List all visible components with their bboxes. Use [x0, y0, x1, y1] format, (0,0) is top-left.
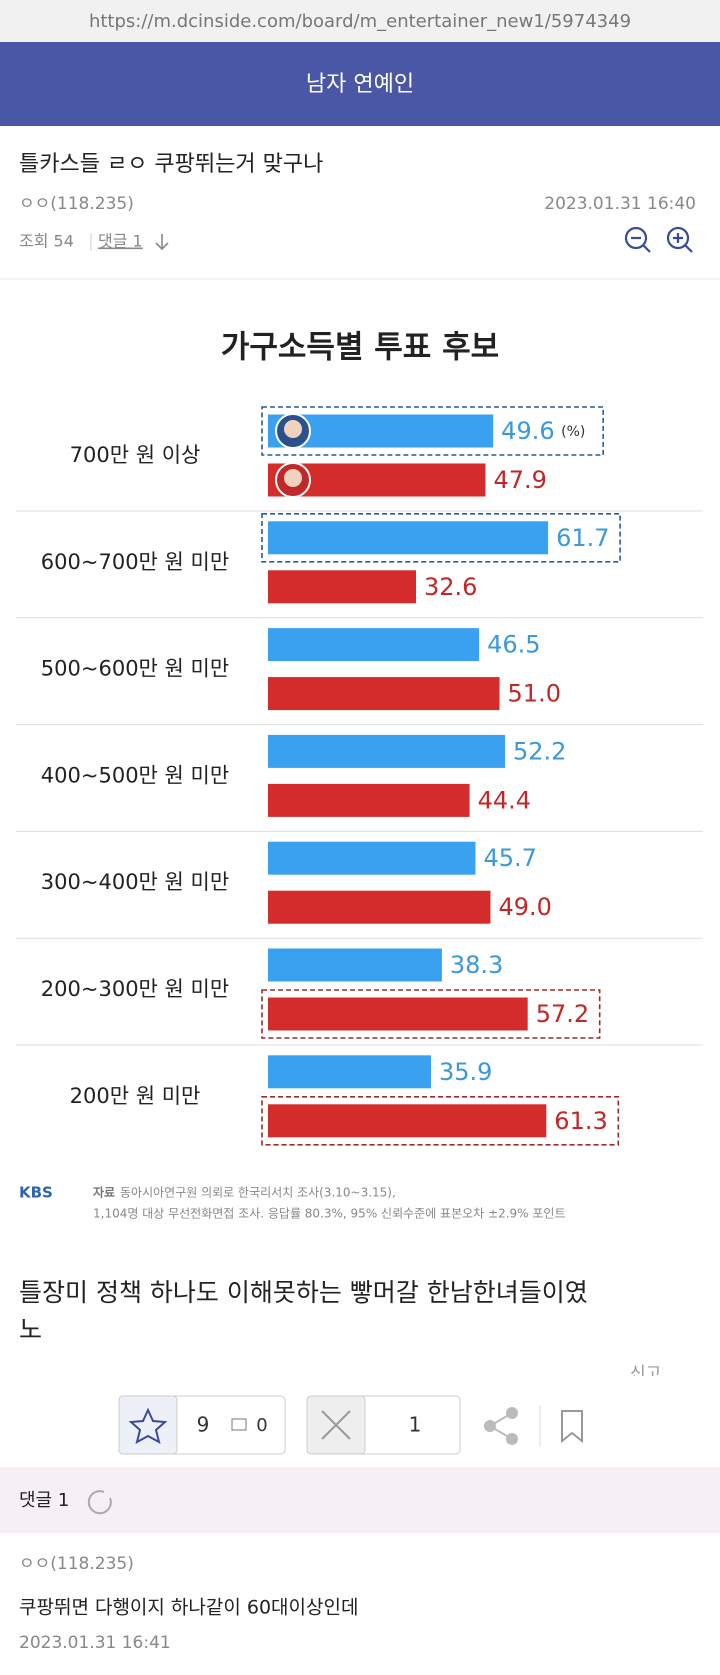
bar	[268, 1055, 431, 1089]
share-button[interactable]	[484, 1407, 518, 1445]
highlight-box	[261, 1096, 620, 1146]
comment-header-bar	[0, 1467, 720, 1533]
board-title[interactable]: 남자 연예인	[306, 72, 414, 97]
value-label: 57.2	[536, 1000, 589, 1028]
refresh-button[interactable]	[87, 1490, 112, 1515]
value-label: 61.7	[556, 524, 609, 552]
body-text: 틀장미 정책 하나도 이해못하는 빻머갈 한남한녀들이였	[19, 1278, 588, 1307]
date: 2023.01.31 16:40	[544, 194, 696, 214]
arrow-icon	[155, 234, 169, 251]
value-label: 45.7	[483, 844, 536, 872]
star-icon	[128, 1407, 168, 1444]
value-label: 44.4	[478, 786, 531, 814]
bar	[268, 734, 505, 768]
value-label: 47.9	[493, 466, 546, 494]
views: 조회 54	[19, 232, 74, 251]
header-bar	[0, 42, 720, 126]
highlight-box	[261, 512, 621, 563]
comment-text: 쿠팡뛰면 다행이지 하나같이 60대이상인데	[19, 1597, 358, 1619]
bar	[268, 1104, 547, 1138]
category-label: 200~300만 원 미만	[41, 977, 229, 1001]
unit-label: (%)	[561, 424, 585, 440]
bar	[268, 841, 476, 875]
bar	[268, 628, 480, 662]
report[interactable]: 신고	[630, 1364, 661, 1384]
category-label: 300~400만 원 미만	[41, 870, 229, 894]
fixed-count: 0	[256, 1415, 267, 1436]
post-title: 틀카스들 ㄹㅇ 쿠팡뛰는거 맞구나	[19, 152, 323, 177]
comment-author: ㅇㅇ(118.235)	[19, 1554, 134, 1574]
value-label: 51.0	[508, 680, 561, 708]
chart-title: 가구소득별 투표 후보	[221, 330, 499, 366]
value-label: 35.9	[439, 1058, 492, 1086]
recommend-count: 9	[197, 1413, 210, 1437]
value-label: 32.6	[424, 573, 477, 601]
value-label: 38.3	[450, 951, 503, 979]
zoom-in[interactable]	[666, 226, 693, 253]
category-label: 600~700만 원 미만	[41, 550, 229, 574]
value-label: 61.3	[554, 1107, 607, 1135]
bar	[268, 783, 470, 817]
downvote-count: 1	[409, 1413, 422, 1437]
category-label: 500~600만 원 미만	[41, 657, 229, 681]
bar	[268, 948, 442, 982]
logo: KBS	[19, 1184, 53, 1202]
chart: 가구소득별 투표 후보 700만 원 이상 49.6 (%) 47.9 600~700만…	[16, 330, 703, 1146]
bar	[268, 890, 491, 924]
comment-date: 2023.01.31 16:41	[19, 1633, 171, 1653]
comments-link[interactable]: 댓글 1	[98, 232, 143, 251]
bar	[268, 521, 549, 555]
bar	[268, 677, 500, 711]
author[interactable]: ㅇㅇ(118.235)	[19, 194, 134, 214]
bar	[268, 570, 417, 604]
source-line: 1,104명 대상 무선전화면접 조사. 응답률 80.3%, 95% 신뢰수준…	[93, 1207, 566, 1221]
category-label: 400~500만 원 미만	[41, 763, 229, 787]
report-clip: 신고	[630, 1364, 661, 1384]
category-label: 700만 원 이상	[70, 443, 201, 467]
value-label: 46.5	[487, 631, 540, 659]
value-label: 49.0	[498, 893, 551, 921]
source-line: 동아시아연구원 의뢰로 한국리서치 조사(3.10~3.15),	[120, 1186, 396, 1200]
source-label: 자료	[93, 1185, 115, 1200]
x-icon	[321, 1410, 351, 1440]
highlight-box	[261, 989, 601, 1039]
body-text: 노	[19, 1315, 42, 1344]
candidate-face	[284, 469, 302, 487]
comment-header: 댓글 1	[19, 1490, 69, 1511]
value-label: 49.6	[501, 417, 554, 445]
url: https://m.dcinside.com/board/m_entertain…	[89, 11, 631, 32]
candidate-face	[284, 420, 302, 438]
category-label: 200만 원 미만	[70, 1084, 201, 1108]
bookmark-button[interactable]	[561, 1410, 583, 1444]
highlight-box	[261, 406, 604, 456]
url-bar	[0, 0, 720, 42]
bar	[268, 997, 528, 1031]
value-label: 52.2	[513, 737, 566, 765]
zoom-out[interactable]	[624, 226, 651, 253]
recommend-button[interactable]	[118, 1395, 178, 1455]
fixed-icon	[231, 1418, 247, 1431]
